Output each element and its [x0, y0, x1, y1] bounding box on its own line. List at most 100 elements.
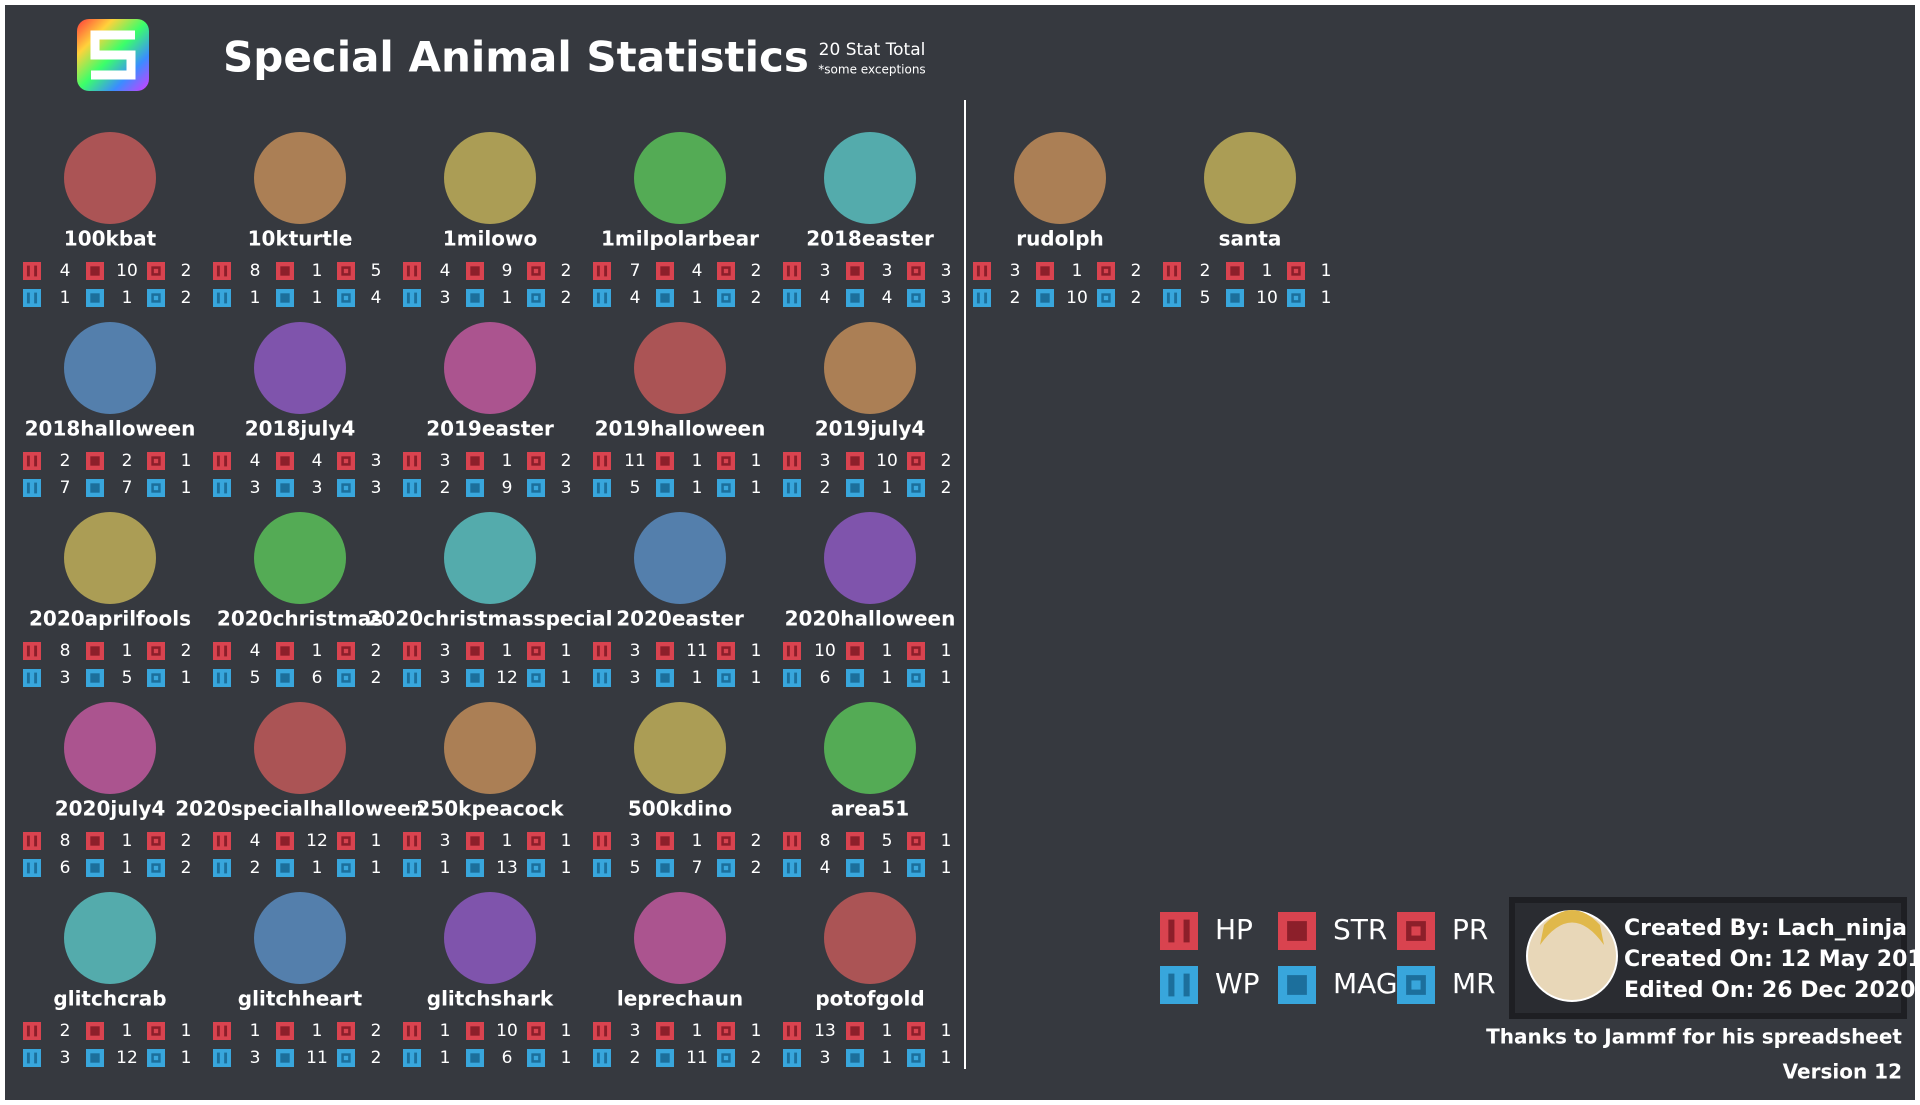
stat-value: 2	[60, 1021, 71, 1041]
stat-value: 2	[122, 451, 133, 471]
stat-value: 1	[181, 1021, 192, 1041]
animal-name: 2019easter	[426, 417, 554, 441]
icon-frame	[973, 262, 991, 280]
animal-card	[444, 702, 536, 794]
icon-frame	[213, 479, 231, 497]
animal-name: glitchshark	[427, 987, 554, 1011]
animal-image	[254, 322, 346, 414]
stat-value: 7	[122, 478, 133, 498]
icon-inner	[976, 292, 980, 304]
icon-inner	[794, 1052, 798, 1064]
stat-icon	[466, 1049, 484, 1067]
stat-value: 11	[306, 1048, 328, 1068]
icon-inner	[34, 835, 38, 847]
stat-icon	[1287, 289, 1305, 307]
animal-card	[634, 702, 726, 794]
icon-frame	[213, 289, 231, 307]
icon-frame	[213, 452, 231, 470]
animal-card	[64, 702, 156, 794]
legend-label: WP	[1215, 967, 1260, 1000]
stat-value: 5	[371, 261, 382, 281]
icon-frame	[403, 669, 421, 687]
icon-inner	[596, 1052, 600, 1064]
stat-value: 4	[250, 641, 261, 661]
stat-value: 7	[630, 261, 641, 281]
icon-inner	[406, 645, 410, 657]
stat-icon	[86, 669, 104, 687]
icon-inner	[660, 1053, 670, 1063]
animal-image	[1204, 132, 1296, 224]
icon-core	[153, 485, 159, 491]
stat-value: 2	[440, 478, 451, 498]
stat-icon	[86, 832, 104, 850]
animal-image	[64, 892, 156, 984]
icon-core	[1411, 926, 1421, 936]
icon-inner	[794, 1025, 798, 1037]
icon-core	[343, 458, 349, 464]
stat-value: 4	[882, 288, 893, 308]
icon-inner	[406, 672, 410, 684]
stat-icon	[907, 832, 925, 850]
stat-value: 3	[882, 261, 893, 281]
animal-name: 500kdino	[628, 797, 732, 821]
icon-inner	[224, 645, 228, 657]
icon-inner	[414, 1052, 418, 1064]
animal-card	[1014, 132, 1106, 224]
stat-icon	[656, 832, 674, 850]
icon-frame	[213, 859, 231, 877]
stat-value: 1	[692, 288, 703, 308]
icon-inner	[34, 1025, 38, 1037]
stat-value: 5	[250, 668, 261, 688]
icon-inner	[604, 1052, 608, 1064]
stat-icon	[783, 479, 801, 497]
stat-value: 1	[502, 641, 513, 661]
icon-inner	[850, 863, 860, 873]
icon-inner	[850, 483, 860, 493]
stat-value: 13	[814, 1021, 836, 1041]
icon-frame	[783, 262, 801, 280]
animal-name: 2020christmasspecial	[367, 607, 612, 631]
stat-icon	[86, 1022, 104, 1040]
icon-core	[153, 1028, 159, 1034]
stat-value: 1	[882, 668, 893, 688]
stat-icon	[213, 669, 231, 687]
stat-value: 1	[122, 858, 133, 878]
stat-value: 1	[181, 668, 192, 688]
stat-value: 1	[502, 451, 513, 471]
stat-value: 1	[1262, 261, 1273, 281]
icon-inner	[224, 862, 228, 874]
stat-value: 1	[440, 1021, 451, 1041]
icon-core	[723, 1028, 729, 1034]
animal-image	[824, 702, 916, 794]
stat-icon	[717, 452, 735, 470]
stat-icon	[337, 669, 355, 687]
icon-inner	[1040, 293, 1050, 303]
stat-icon	[527, 1049, 545, 1067]
animal-card	[64, 322, 156, 414]
animal-card	[824, 322, 916, 414]
icon-core	[723, 268, 729, 274]
icon-inner	[90, 1026, 100, 1036]
stat-icon	[656, 1022, 674, 1040]
icon-frame	[783, 832, 801, 850]
stat-value: 3	[440, 451, 451, 471]
stat-icon	[86, 262, 104, 280]
icon-frame	[23, 479, 41, 497]
stat-value: 1	[692, 668, 703, 688]
icon-frame	[593, 452, 611, 470]
stat-icon	[1226, 289, 1244, 307]
stat-icon	[403, 262, 421, 280]
icon-core	[533, 838, 539, 844]
stat-icon	[147, 1022, 165, 1040]
stat-icon	[276, 1049, 294, 1067]
icon-inner	[406, 1052, 410, 1064]
icon-inner	[1166, 265, 1170, 277]
stat-icon	[907, 642, 925, 660]
icon-frame	[1160, 912, 1198, 950]
stat-value: 5	[630, 858, 641, 878]
legend-label: MR	[1452, 967, 1496, 1000]
icon-core	[723, 648, 729, 654]
icon-frame	[213, 1022, 231, 1040]
stat-icon	[147, 669, 165, 687]
stat-icon	[147, 832, 165, 850]
